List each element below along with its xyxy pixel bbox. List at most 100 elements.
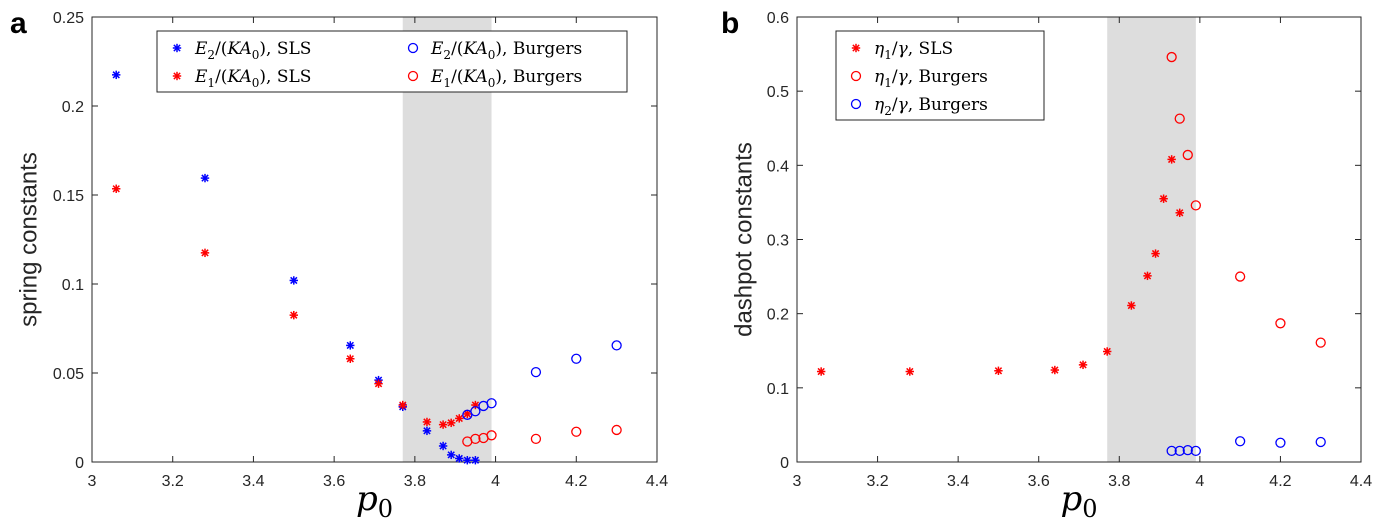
series-1	[1166, 51, 1326, 348]
x-axis-label: p0	[1060, 479, 1097, 522]
data-point	[438, 441, 448, 451]
legend-entry: E1/(KA0), SLS	[194, 67, 311, 90]
panel-b: 3 3.2 3.4 3.6 3.8 4 4.2 4.4 0 0.1 0.2 0.3 0.4 0.5 0.6 d…	[721, 7, 1372, 522]
x-tick-label: 3.6	[1028, 473, 1050, 490]
data-point	[905, 367, 914, 376]
x-tick-label: 4	[1195, 473, 1204, 490]
legend-box	[835, 30, 1045, 121]
data-point	[398, 400, 407, 410]
data-point	[1167, 155, 1176, 164]
y-axis-label: spring constants	[15, 152, 42, 327]
data-point	[1190, 445, 1201, 457]
data-point	[611, 340, 622, 351]
y-tick-label: 0.5	[767, 84, 789, 101]
legend-marker	[850, 70, 862, 82]
y-tick-label: 0.2	[767, 307, 789, 324]
legend-marker	[172, 71, 182, 81]
legend-marker	[407, 70, 419, 82]
legend-entry: η1/γ, SLS	[874, 39, 953, 62]
panel-a: 3 3.2 3.4 3.6 3.8 4 4.2 4.4 0 0.05 0.1 0.15 0.2 0.25 s…	[10, 7, 668, 522]
axes-box	[91, 16, 658, 463]
x-tick-label: 3.4	[242, 473, 264, 490]
data-point	[422, 426, 432, 436]
x-tick-label: 3.6	[323, 473, 345, 490]
shaded-region	[1107, 17, 1196, 462]
data-point	[346, 341, 355, 350]
data-point	[463, 409, 472, 419]
data-point	[112, 70, 121, 80]
data-point	[994, 366, 1003, 375]
data-point	[1174, 445, 1185, 457]
y-tick-label: 0	[780, 455, 789, 472]
y-tick-label: 0.2	[62, 99, 84, 116]
legend-marker	[850, 98, 862, 110]
x-tick-label: 4.2	[565, 473, 587, 490]
data-point	[446, 450, 456, 460]
data-point	[1182, 149, 1193, 161]
data-point	[1103, 347, 1112, 356]
legend: E2/(KA0), SLS E2/(KA0), Burgers E1/(KA0), …	[156, 30, 628, 93]
series-2	[462, 340, 622, 420]
x-tick-label: 3.2	[162, 473, 184, 490]
data-point	[1143, 271, 1152, 281]
series-3	[462, 424, 622, 447]
y-tick-label: 0.15	[53, 188, 84, 205]
legend-entry: η1/γ, Burgers	[874, 67, 988, 90]
x-tick-label: 3.2	[866, 473, 888, 490]
legend-entry: E2/(KA0), Burgers	[430, 39, 582, 62]
data-point	[1190, 200, 1201, 211]
legend-entry: E1/(KA0), Burgers	[430, 67, 582, 90]
data-point	[571, 353, 582, 364]
x-tick-label: 4.4	[646, 473, 668, 490]
data-point	[1175, 208, 1184, 217]
data-point	[1275, 318, 1286, 329]
x-tick-label: 3.4	[947, 473, 969, 490]
data-point	[289, 310, 298, 320]
data-point	[486, 398, 497, 409]
y-tick-label: 0	[75, 455, 84, 472]
data-point	[1078, 360, 1088, 370]
data-point	[1182, 444, 1193, 456]
legend-marker	[851, 43, 861, 53]
panel-label: b	[721, 7, 739, 40]
data-point	[571, 426, 582, 437]
data-point	[530, 366, 542, 378]
data-point	[611, 424, 622, 436]
data-point	[463, 456, 472, 465]
data-point	[1166, 445, 1177, 457]
data-point	[200, 248, 210, 258]
legend-marker	[172, 43, 182, 53]
y-tick-label: 0.05	[53, 366, 84, 383]
data-point	[1127, 301, 1136, 310]
data-point	[422, 417, 432, 427]
data-point	[1315, 337, 1326, 348]
data-point	[455, 414, 464, 423]
x-tick-label: 3.8	[404, 473, 426, 490]
y-tick-label: 0.1	[767, 381, 789, 398]
x-tick-label: 3.8	[1108, 473, 1130, 490]
data-point	[112, 184, 121, 193]
data-point	[455, 454, 464, 463]
data-point	[470, 406, 481, 417]
data-point	[1174, 113, 1185, 124]
series-0	[112, 70, 480, 465]
data-point	[1166, 51, 1177, 63]
legend-box	[156, 30, 628, 93]
data-point	[1050, 365, 1060, 375]
data-point	[1315, 436, 1326, 448]
data-point	[374, 379, 383, 388]
x-tick-label: 3	[88, 473, 97, 490]
data-point	[200, 173, 210, 183]
data-point	[486, 430, 497, 441]
series-1	[112, 184, 480, 429]
data-point	[446, 418, 456, 428]
data-point	[346, 354, 355, 363]
legend-entry: η2/γ, Burgers	[874, 95, 988, 118]
legend-marker	[407, 42, 419, 54]
data-point	[1159, 194, 1168, 203]
data-point	[1275, 437, 1286, 448]
y-tick-label: 0.4	[767, 158, 789, 175]
data-point	[816, 367, 826, 376]
data-point	[1234, 436, 1246, 447]
x-tick-label: 4.2	[1269, 473, 1291, 490]
